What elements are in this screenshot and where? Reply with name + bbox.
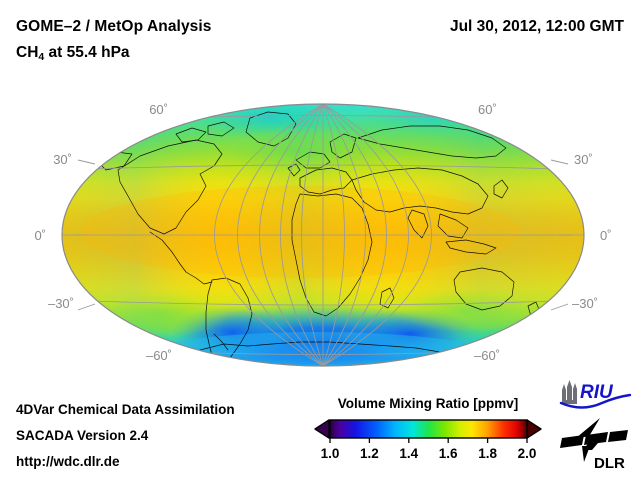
graticule-lon-90 — [322, 104, 387, 366]
graticule-lon-m150 — [214, 104, 324, 366]
colorbar-tick-2: 1.4 — [399, 446, 419, 461]
page-title: GOME–2 / MetOp Analysis — [16, 18, 212, 36]
graticule-lon-120 — [322, 104, 409, 366]
map-panel: 60˚ 30˚ 0˚ –30˚ –60˚ 60˚ 30˚ 0˚ –30˚ –60… — [0, 82, 640, 382]
graticule-lon-60 — [322, 104, 366, 366]
riu-logo-text: RIU — [580, 382, 614, 403]
graticule-lon-m60 — [280, 104, 324, 366]
colorbar-tick-4: 1.8 — [478, 446, 497, 461]
footer-url-link[interactable]: http://wdc.dlr.de — [16, 454, 120, 469]
lat-label-right-30: 30˚ — [574, 152, 593, 167]
page-title-text: GOME–2 / MetOp Analysis — [16, 18, 212, 35]
colorbar-tick-0: 1.0 — [320, 446, 340, 461]
world-map-mollweide: 60˚ 30˚ 0˚ –30˚ –60˚ 60˚ 30˚ 0˚ –30˚ –60… — [34, 102, 612, 367]
lat-label-right-0: 0˚ — [600, 228, 612, 243]
species-subscript: 4 — [38, 51, 45, 63]
colorbar-bar — [329, 419, 528, 439]
colorbar: Volume Mixing Ratio [ppmv] — [312, 396, 544, 472]
coastlines — [95, 111, 541, 366]
colorbar-tick-labels: 1.0 1.2 1.4 1.6 1.8 2.0 — [312, 446, 544, 466]
lat-label-left-m30: –30˚ — [48, 296, 74, 311]
lat-label-left-60: 60˚ — [149, 102, 168, 117]
midlat-green-band-south-east — [392, 288, 548, 332]
graticule-lon-m30 — [301, 104, 324, 366]
timestamp-label: Jul 30, 2012, 12:00 GMT — [449, 18, 624, 35]
dlr-logo-text: DLR — [594, 455, 625, 472]
colorbar-tick-1: 1.2 — [360, 446, 379, 461]
footer-version-label: SACADA Version 2.4 — [16, 428, 149, 443]
dlr-logo: DLR — [560, 418, 628, 472]
lat-label-right-m30: –30˚ — [572, 296, 598, 311]
lat-label-left-30: 30˚ — [53, 152, 72, 167]
colorbar-tick-3: 1.6 — [438, 446, 458, 461]
graticule-lon-m90 — [259, 104, 324, 366]
lat-label-left-0: 0˚ — [34, 228, 46, 243]
lat-label-left-m60: –60˚ — [146, 348, 172, 363]
globe-outline — [61, 103, 585, 367]
species-name: CH — [16, 44, 39, 61]
graticule-lon-m120 — [237, 104, 324, 366]
colorbar-cap-left — [314, 419, 330, 439]
colorbar-tick-5: 2.0 — [517, 446, 537, 461]
colorbar-cap-right — [526, 419, 542, 439]
riu-wave-icon — [559, 393, 632, 409]
midlat-green-band-south — [90, 290, 230, 338]
dlr-mark-icon — [560, 418, 628, 462]
lat-label-right-m60: –60˚ — [474, 348, 500, 363]
latitude-labels: 60˚ 30˚ 0˚ –30˚ –60˚ 60˚ 30˚ 0˚ –30˚ –60… — [34, 102, 611, 363]
pressure-level: at 55.4 hPa — [44, 44, 130, 61]
graticule-lon-150 — [322, 104, 432, 366]
graticule-lon-30 — [322, 104, 345, 366]
colorbar-ticks — [329, 438, 528, 443]
species-level-label: CH4 at 55.4 hPa — [16, 44, 130, 63]
riu-tower-icon — [562, 380, 577, 404]
colorbar-gradient — [314, 419, 542, 443]
lat-label-right-60: 60˚ — [478, 102, 497, 117]
footer-method-label: 4DVar Chemical Data Assimilation — [16, 402, 235, 417]
colorbar-title: Volume Mixing Ratio [ppmv] — [337, 396, 519, 411]
riu-logo: RIU — [559, 380, 632, 409]
